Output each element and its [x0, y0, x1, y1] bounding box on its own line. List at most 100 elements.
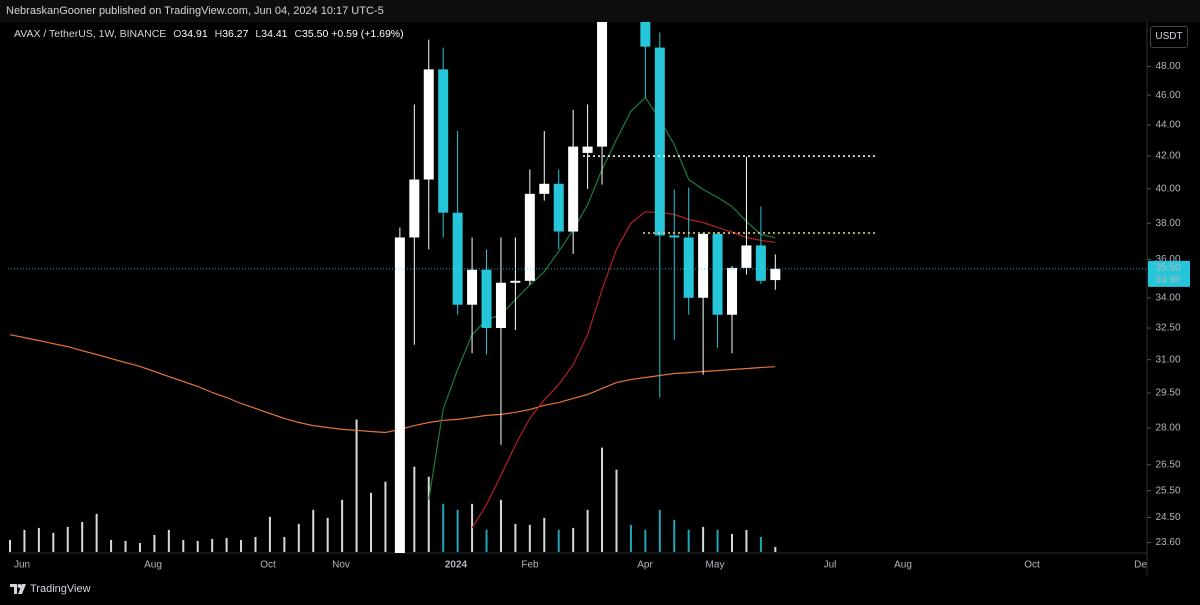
candle-body [741, 245, 752, 268]
volume-bar [110, 539, 113, 552]
volume-bar [557, 529, 560, 552]
brand-logo [10, 584, 26, 594]
x-tick-label: May [706, 560, 725, 571]
volume-bar [514, 523, 517, 552]
volume-bar [759, 536, 762, 552]
candle-body [755, 245, 766, 281]
volume-bar [471, 503, 474, 552]
volume-bar [673, 519, 676, 552]
x-tick-label: Oct [260, 560, 276, 571]
candle-body [597, 22, 608, 147]
plot-area [8, 22, 1147, 553]
volume-bar [355, 419, 358, 552]
candle-body [640, 22, 651, 47]
candle-body [394, 237, 405, 553]
volume-bar [543, 517, 546, 552]
candle-body [510, 280, 521, 283]
candle-body [770, 268, 781, 281]
x-tick-label: Dec [1134, 560, 1152, 571]
volume-bar [240, 539, 243, 552]
currency-button[interactable]: USDT [1150, 26, 1188, 48]
volume-bar [297, 523, 300, 552]
countdown-label: 5d 9h [1155, 274, 1180, 285]
volume-bar [138, 542, 141, 552]
volume-bar [268, 516, 271, 552]
volume-bar [52, 532, 55, 552]
x-tick-label: Aug [144, 560, 162, 571]
y-tick-label: 42.00 [1155, 151, 1180, 162]
volume-bar [745, 529, 748, 552]
symbol-legend: AVAX / TetherUS, 1W, BINANCE O34.91 H36.… [14, 28, 404, 40]
footer: TradingView [10, 583, 91, 595]
moving-average [471, 211, 776, 529]
volume-bar [312, 509, 315, 552]
volume-bar [716, 529, 719, 552]
volume-bar [629, 524, 632, 552]
candle-body [582, 146, 593, 153]
x-tick-label: Nov [332, 560, 350, 571]
volume-bar [370, 492, 372, 552]
y-tick-label: 32.50 [1155, 323, 1180, 334]
volume-bar [95, 513, 98, 552]
volume-bar [528, 524, 531, 552]
candle-body [669, 235, 680, 238]
x-axis: Jun Aug Oct Nov 2024 Feb Apr May Jul Aug Oct Dec [14, 560, 1152, 571]
y-tick-label: 40.00 [1155, 183, 1180, 194]
candle-body [712, 233, 723, 315]
low-value: 34.41 [261, 28, 288, 40]
publisher-text: NebraskanGooner published on TradingView… [6, 5, 384, 17]
volume-bar [182, 539, 185, 552]
candle-body [452, 212, 463, 305]
volume-bar [731, 533, 733, 552]
candle-body [654, 47, 665, 236]
volume-bar [384, 481, 387, 552]
candle-body [539, 183, 550, 194]
high-value: 36.27 [222, 28, 249, 40]
volume-bar [442, 503, 445, 552]
symbol: AVAX / TetherUS, 1W, BINANCE [14, 28, 167, 40]
y-tick-label: 25.50 [1155, 485, 1180, 496]
volume-bar [167, 529, 170, 552]
volume-bar [601, 447, 604, 552]
x-tick-label: Feb [521, 560, 539, 571]
volume-bar [81, 521, 84, 552]
volume-bar [225, 537, 228, 552]
volume-bar [153, 534, 156, 552]
y-tick-label: 48.00 [1155, 61, 1180, 72]
x-tick-label: Aug [894, 560, 912, 571]
volume-bar [23, 529, 26, 552]
volume-bar [615, 469, 618, 552]
open-key: O [173, 28, 182, 40]
volume-bar [702, 526, 705, 552]
volume-bar [326, 517, 329, 552]
volume-bar [413, 466, 416, 552]
candle-body [467, 269, 478, 305]
volume-bar [254, 536, 257, 552]
candle-body [727, 267, 737, 315]
volume-bar [499, 499, 502, 552]
open-value: 34.91 [181, 28, 208, 40]
y-tick-label: 31.00 [1155, 354, 1180, 365]
candle-body [481, 269, 492, 329]
candle-body [495, 282, 506, 329]
x-tick-label: Jun [14, 560, 30, 571]
candle-body [683, 237, 694, 298]
y-tick-label: 46.00 [1155, 90, 1180, 101]
volume-bar [572, 527, 575, 552]
last-price-label: 35.50 [1155, 262, 1180, 273]
candle-body [698, 233, 709, 298]
moving-average [9, 334, 776, 434]
axes: 48.00 46.00 44.00 42.00 40.00 38.00 36.00 34.00… [14, 61, 1190, 571]
publisher-bar: NebraskanGooner published on TradingView… [0, 0, 1200, 22]
candle-body [423, 69, 434, 180]
volume-bar [196, 540, 199, 552]
low-key: L [255, 28, 262, 40]
y-tick-label: 23.60 [1155, 537, 1180, 548]
candle-body [553, 183, 564, 232]
volume-bar [586, 509, 589, 552]
y-tick-label: 34.00 [1155, 292, 1180, 303]
candle-body [438, 69, 449, 213]
candle-body [524, 193, 535, 281]
candle-body [568, 146, 579, 232]
volume-bar [9, 539, 11, 552]
